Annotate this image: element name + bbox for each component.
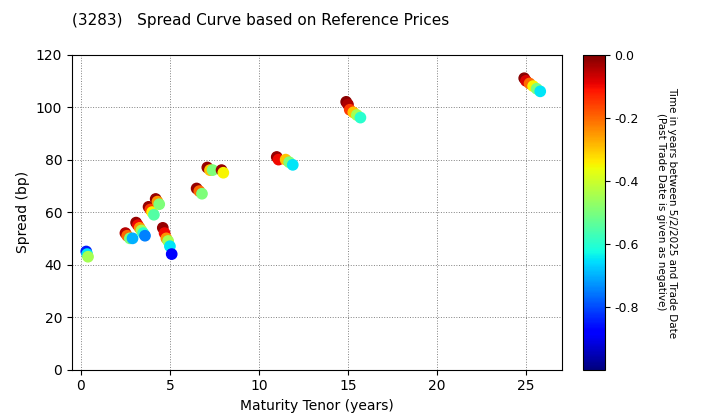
Point [166,251,177,257]
Point [157,224,168,231]
Point [132,222,143,228]
Point [523,80,535,87]
Point [355,114,366,121]
Point [271,154,282,160]
Point [344,106,356,113]
X-axis label: Maturity Tenor (years): Maturity Tenor (years) [240,399,394,413]
Point [145,206,156,213]
Point [134,224,145,231]
Point [531,85,542,92]
Point [138,230,149,236]
Point [81,251,93,257]
Point [152,198,163,205]
Point [217,169,229,176]
Point [280,156,292,163]
Point [527,83,539,89]
Point [139,232,150,239]
Point [207,167,218,173]
Point [341,98,352,105]
Point [163,238,174,244]
Point [153,201,165,207]
Y-axis label: Time in years between 5/2/2025 and Trade Date
(Past Trade Date is given as negat: Time in years between 5/2/2025 and Trade… [656,87,678,338]
Point [534,88,546,95]
Point [146,209,158,215]
Point [150,196,161,202]
Y-axis label: Spread (bp): Spread (bp) [17,171,30,253]
Point [127,235,138,242]
Point [82,253,94,260]
Point [287,161,299,168]
Point [348,109,359,116]
Point [273,156,284,163]
Point [191,185,202,192]
Point [161,235,172,242]
Point [122,232,133,239]
Point [148,211,160,218]
Point [197,190,208,197]
Point [164,243,176,249]
Point [202,164,213,171]
Point [81,248,92,255]
Point [159,230,171,236]
Point [284,159,295,165]
Text: (3283)   Spread Curve based on Reference Prices: (3283) Spread Curve based on Reference P… [72,13,449,28]
Point [194,188,205,194]
Point [216,167,228,173]
Point [135,227,147,234]
Point [521,77,532,84]
Point [130,219,142,226]
Point [204,167,216,173]
Point [351,112,363,118]
Point [124,235,135,242]
Point [120,230,131,236]
Point [143,203,154,210]
Point [518,75,530,81]
Point [342,101,354,108]
